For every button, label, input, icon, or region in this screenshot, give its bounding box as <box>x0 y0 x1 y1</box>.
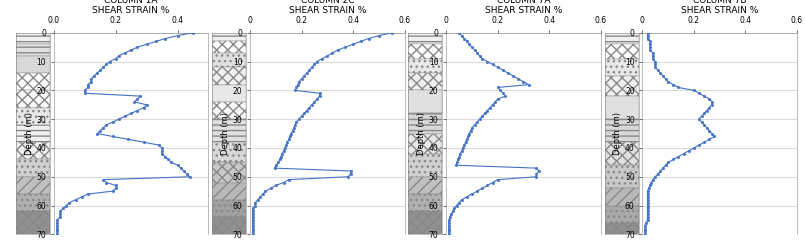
Bar <box>408 113 443 134</box>
Bar <box>605 142 638 165</box>
Bar <box>213 41 246 53</box>
Bar <box>16 90 50 108</box>
Bar <box>213 142 246 162</box>
Bar <box>605 33 638 44</box>
Y-axis label: Depth (m): Depth (m) <box>613 112 622 155</box>
Bar <box>605 76 638 96</box>
Bar <box>16 177 50 194</box>
Bar <box>408 211 443 234</box>
Y-axis label: Depth (m): Depth (m) <box>221 112 230 155</box>
Bar <box>213 53 246 67</box>
Bar <box>16 142 50 160</box>
Bar <box>213 182 246 200</box>
Bar <box>408 73 443 90</box>
Y-axis label: Depth (m): Depth (m) <box>25 112 34 155</box>
Bar <box>213 200 246 217</box>
Bar <box>16 33 50 44</box>
Bar <box>605 59 638 76</box>
Bar <box>16 44 50 56</box>
Title: COLUMN 7B
SHEAR STRAIN %: COLUMN 7B SHEAR STRAIN % <box>681 0 758 15</box>
Bar <box>605 165 638 188</box>
Bar <box>16 194 50 211</box>
Title: COLUMN 7A
SHEAR STRAIN %: COLUMN 7A SHEAR STRAIN % <box>485 0 562 15</box>
Bar <box>213 102 246 119</box>
Bar <box>408 177 443 194</box>
Bar <box>213 85 246 102</box>
Bar <box>605 119 638 142</box>
Bar <box>408 134 443 154</box>
Y-axis label: Depth (m): Depth (m) <box>417 112 426 155</box>
Bar <box>16 125 50 142</box>
Bar <box>213 217 246 234</box>
Bar <box>408 59 443 73</box>
Bar <box>16 211 50 234</box>
Bar <box>408 44 443 59</box>
Bar <box>16 73 50 90</box>
Bar <box>16 108 50 125</box>
Title: COLUMN 1A
SHEAR STRAIN %: COLUMN 1A SHEAR STRAIN % <box>93 0 170 15</box>
Bar <box>408 33 443 44</box>
Bar <box>605 206 638 223</box>
Bar <box>16 56 50 73</box>
Bar <box>605 44 638 59</box>
Bar <box>605 96 638 119</box>
Bar <box>213 119 246 142</box>
Bar <box>408 90 443 113</box>
Bar <box>213 33 246 41</box>
Bar <box>213 67 246 85</box>
Bar <box>213 162 246 182</box>
Title: COLUMN 2C
SHEAR STRAIN %: COLUMN 2C SHEAR STRAIN % <box>289 0 366 15</box>
Bar <box>16 160 50 177</box>
Bar <box>408 154 443 177</box>
Bar <box>605 188 638 206</box>
Bar <box>605 223 638 234</box>
Bar <box>408 194 443 211</box>
